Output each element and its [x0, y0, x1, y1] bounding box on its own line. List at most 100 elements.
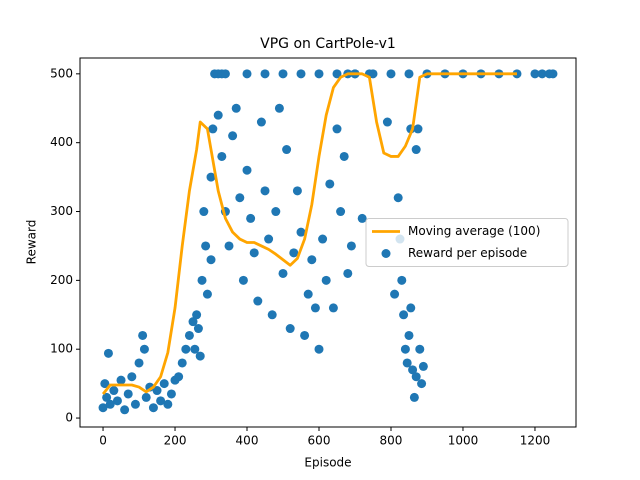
scatter-point: [208, 124, 218, 134]
scatter-point: [282, 145, 292, 155]
plot-frame: [79, 57, 577, 428]
legend-box: [365, 218, 569, 267]
x-tick-label: 1200: [520, 434, 551, 448]
y-tick-label: 0: [65, 411, 73, 425]
scatter-point: [296, 69, 306, 79]
line: [101, 72, 517, 395]
scatter-point: [382, 117, 392, 127]
scatter-point: [193, 324, 203, 334]
y-axis-label: Reward: [25, 220, 39, 265]
x-axis-label: Episode: [304, 456, 351, 470]
scatter-point: [357, 213, 367, 223]
scatter-point: [206, 172, 216, 182]
scatter-point: [267, 310, 277, 320]
scatter-point: [130, 399, 140, 409]
scatter-point: [116, 375, 126, 385]
scatter-point: [390, 289, 400, 299]
scatter-point: [314, 344, 324, 354]
scatter-point: [397, 275, 407, 285]
scatter-point: [238, 275, 248, 285]
scatter-point: [174, 372, 184, 382]
scatter-point: [159, 379, 169, 389]
scatter-point: [393, 193, 403, 203]
scatter-point: [399, 310, 409, 320]
scatter-point: [332, 69, 342, 79]
y-tick-label: 500: [50, 66, 73, 80]
scatter-point: [256, 117, 266, 127]
scatter-point: [199, 207, 209, 217]
scatter-point: [120, 405, 130, 415]
scatter-point: [318, 234, 328, 244]
scatter-point: [271, 207, 281, 217]
scatter-point: [530, 69, 540, 79]
scatter-point: [417, 379, 427, 389]
scatter-point: [184, 330, 194, 340]
scatter-point: [103, 348, 113, 358]
scatter-point: [253, 296, 263, 306]
scatter-point: [404, 330, 414, 340]
x-tick-label: 600: [308, 434, 331, 448]
scatter-point: [332, 124, 342, 134]
scatter-point: [139, 344, 149, 354]
scatter-point: [141, 392, 151, 402]
scatter-point: [264, 234, 274, 244]
scatter-point: [138, 330, 148, 340]
scatter-point: [408, 365, 418, 375]
scatter-point: [246, 213, 256, 223]
scatter-point: [220, 69, 230, 79]
scatter-point: [224, 241, 234, 251]
scatter-point: [314, 69, 324, 79]
scatter-point: [411, 372, 421, 382]
scatter-point: [406, 303, 416, 313]
scatter-point: [336, 207, 346, 217]
scatter-point: [181, 344, 191, 354]
scatter-point: [289, 248, 299, 258]
scatter-point: [325, 179, 335, 189]
scatter-point: [213, 110, 223, 120]
scatter-point: [310, 303, 320, 313]
scatter-point: [292, 186, 302, 196]
scatter-point: [274, 103, 284, 113]
scatter-point: [148, 403, 158, 413]
scatter-point: [242, 165, 252, 175]
scatter-point: [98, 403, 108, 413]
scatter-point: [303, 289, 313, 299]
scatter-point: [105, 399, 115, 409]
scatter-point: [296, 227, 306, 237]
scatter-point: [163, 399, 173, 409]
scatter-point: [343, 268, 353, 278]
scatter-point: [404, 69, 414, 79]
scatter-point: [418, 361, 428, 371]
chart-title: VPG on CartPole-v1: [260, 36, 396, 52]
scatter-point: [260, 186, 270, 196]
scatter-point: [285, 324, 295, 334]
scatter-point: [260, 69, 270, 79]
scatter-point: [192, 310, 202, 320]
scatter-point: [321, 275, 331, 285]
scatter-point: [300, 330, 310, 340]
x-tick-label: 0: [99, 434, 107, 448]
legend-marker: [381, 249, 391, 258]
scatter-point: [235, 193, 245, 203]
x-tick-label: 1000: [448, 434, 479, 448]
scatter-point: [166, 389, 176, 399]
x-tick-label: 400: [236, 434, 259, 448]
scatter-point: [188, 317, 198, 327]
y-tick-label: 300: [50, 204, 73, 218]
scatter-point: [249, 248, 259, 258]
scatter-point: [411, 145, 421, 155]
scatter-point: [156, 396, 166, 406]
scatter-point: [415, 344, 425, 354]
scatter-point: [197, 275, 207, 285]
scatter-point: [402, 358, 412, 368]
scatter-point: [228, 131, 238, 141]
scatter-point: [231, 103, 241, 113]
scatter-point: [278, 268, 288, 278]
y-tick-label: 400: [50, 135, 73, 149]
scatter-point: [195, 351, 205, 361]
scatter-point: [409, 392, 419, 402]
scatter-point: [134, 358, 144, 368]
scatter-point: [190, 344, 200, 354]
scatter-point: [217, 151, 227, 161]
